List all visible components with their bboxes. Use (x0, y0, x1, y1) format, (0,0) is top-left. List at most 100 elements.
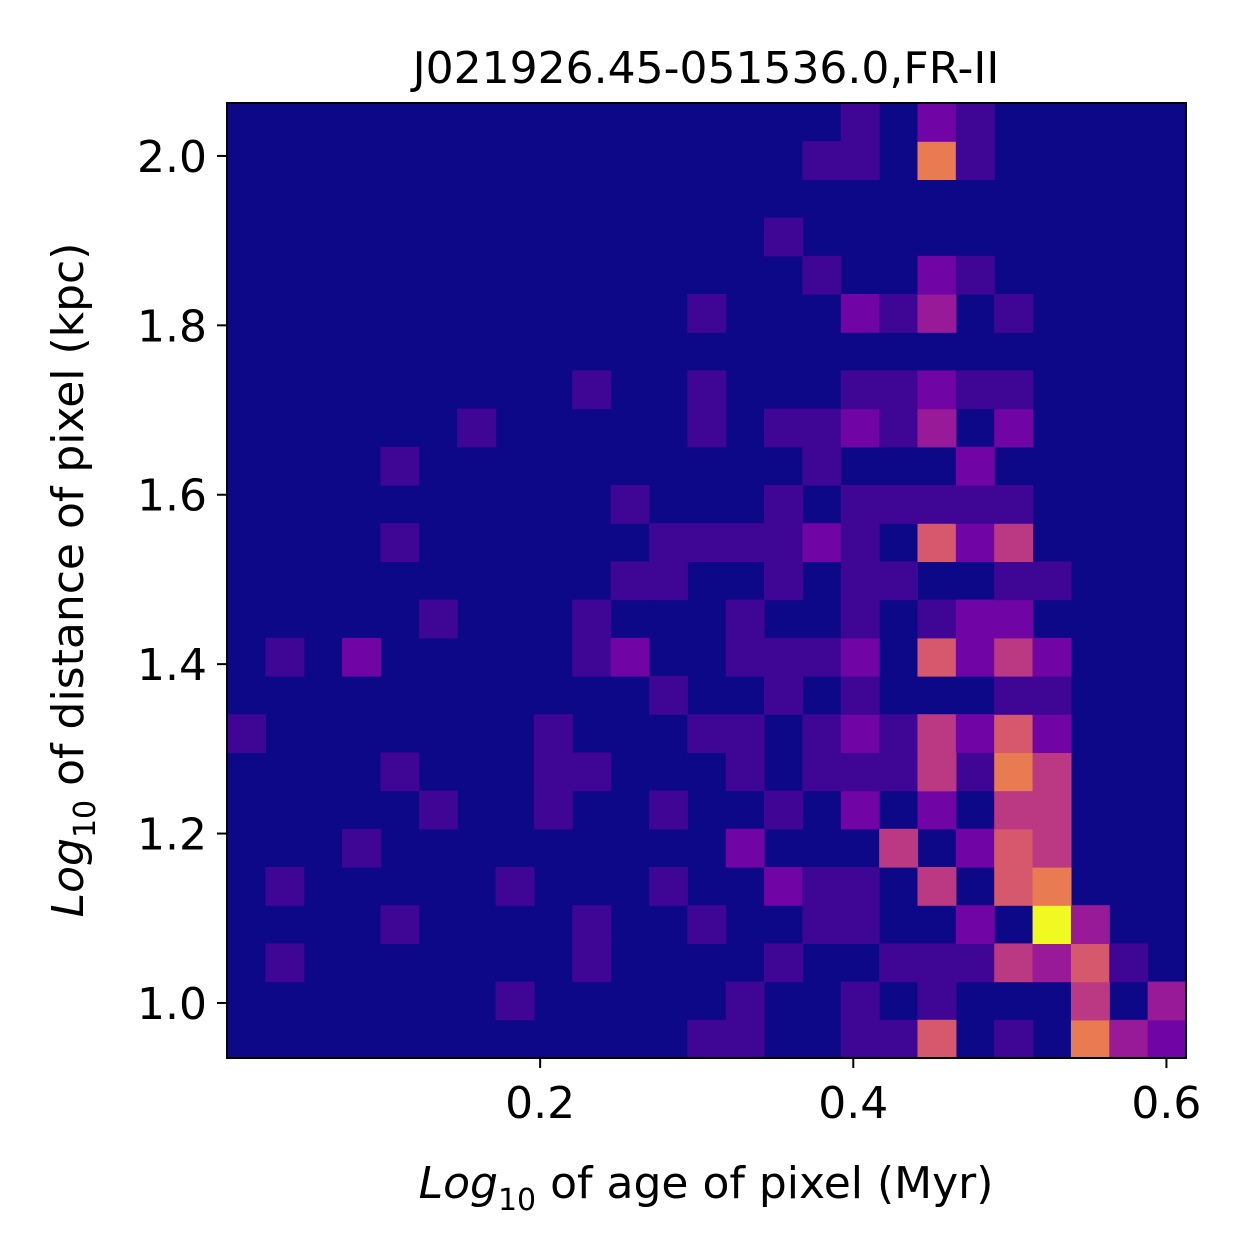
heatmap-cell (879, 294, 919, 333)
heatmap-cell (533, 714, 573, 753)
heatmap-cell (1070, 943, 1110, 983)
heatmap-cell (840, 867, 880, 906)
chart-title: J021926.45-051536.0,FR-II (410, 43, 1000, 94)
heatmap-cell (879, 1019, 919, 1059)
heatmap-cell (840, 676, 880, 715)
heatmap-cell (802, 905, 842, 944)
heatmap-cell (994, 752, 1034, 792)
heatmap-cell (533, 790, 573, 830)
y-axis-ticks: 1.0 1.2 1.4 1.6 1.8 2.0 (137, 132, 227, 1030)
heatmap-cell (725, 752, 765, 792)
heatmap-cell (572, 637, 612, 677)
heatmap-cell (840, 599, 880, 639)
heatmap-cell (917, 637, 957, 677)
heatmap-cell (955, 485, 995, 524)
heatmap-cell (840, 561, 880, 601)
heatmap-cell (994, 408, 1034, 448)
heatmap-cell (994, 370, 1034, 410)
heatmap-cell (994, 294, 1034, 333)
heatmap-cell (610, 485, 650, 524)
heatmap-cell (879, 714, 919, 753)
heatmap-cell (917, 1019, 957, 1059)
heatmap-cell (725, 981, 765, 1021)
heatmap-cell (917, 370, 957, 410)
x-tick-label: 0.6 (1131, 1078, 1201, 1129)
heatmap-cell (687, 714, 727, 753)
heatmap-cell (802, 714, 842, 753)
heatmap-cell (917, 294, 957, 333)
heatmap-cell (764, 790, 803, 830)
heatmap-cell (1032, 867, 1072, 906)
heatmap-cell (802, 255, 842, 295)
heatmap-cell (879, 752, 919, 792)
heatmap-cell (764, 408, 803, 448)
heatmap-cell (840, 294, 880, 333)
heatmap-cell (840, 637, 880, 677)
plot-frame (226, 102, 1187, 1059)
heatmap-cell (265, 943, 305, 983)
y-tick-label: 1.2 (137, 810, 207, 861)
heatmap-cell (1032, 828, 1072, 868)
heatmap-cell (687, 294, 727, 333)
heatmap-cell (495, 867, 535, 906)
heatmap-cell (227, 714, 266, 753)
heatmap-cell (457, 408, 497, 448)
heatmap-cell (802, 446, 842, 486)
heatmap-cell (994, 867, 1034, 906)
heatmap-cell (917, 141, 957, 180)
heatmap-cell (955, 141, 995, 180)
heatmap-cell (725, 599, 765, 639)
heatmap-cell (342, 637, 382, 677)
heatmap-cell (840, 408, 880, 448)
heatmap-cell (764, 943, 803, 983)
y-tick-label: 1.8 (137, 301, 207, 352)
heatmap-cell (994, 485, 1034, 524)
heatmap-cell (1032, 790, 1072, 830)
heatmap-cell (1070, 905, 1110, 944)
heatmap-cell (1032, 905, 1072, 944)
heatmap-cell (572, 905, 612, 944)
heatmap-cell (917, 523, 957, 562)
heatmap-cell (840, 981, 880, 1021)
y-axis-label: Log10 of distance of pixel (kpc) (43, 243, 103, 918)
heatmap-cell (840, 752, 880, 792)
x-tick-label: 0.2 (505, 1078, 575, 1129)
heatmap-cell (1109, 1019, 1149, 1059)
heatmap-cell (1032, 943, 1072, 983)
heatmap-cell (764, 217, 803, 257)
y-tick-label: 1.0 (137, 979, 207, 1030)
heatmap-cell (840, 790, 880, 830)
heatmap-cell (725, 1019, 765, 1059)
heatmap-cell (802, 637, 842, 677)
heatmap-cell (802, 752, 842, 792)
heatmap-cell (994, 523, 1034, 562)
heatmap-cell (1032, 752, 1072, 792)
heatmap-cell (1109, 943, 1149, 983)
heatmap-cell (380, 523, 420, 562)
heatmap-cell (764, 523, 803, 562)
heatmap-cell (917, 103, 957, 142)
y-tick-label: 1.4 (137, 640, 207, 691)
heatmap-cell (1147, 1019, 1187, 1059)
heatmap-cell (572, 943, 612, 983)
x-tick-label: 0.4 (818, 1078, 888, 1129)
heatmap-cell (994, 637, 1034, 677)
heatmap-cell (764, 676, 803, 715)
heatmap-cell (1032, 714, 1072, 753)
heatmap-cell (533, 752, 573, 792)
heatmap-cell (955, 828, 995, 868)
heatmap-cells (227, 103, 1187, 1059)
heatmap-cell (418, 599, 458, 639)
x-axis-label: Log10 of age of pixel (Myr) (419, 1158, 994, 1218)
heatmap-cell (1032, 637, 1072, 677)
heatmap-cell (265, 637, 305, 677)
heatmap-cell (994, 1019, 1034, 1059)
heatmap-cell (955, 752, 995, 792)
heatmap-cell (879, 561, 919, 601)
heatmap-cell (917, 790, 957, 830)
heatmap-cell (572, 752, 612, 792)
heatmap-cell (610, 561, 650, 601)
heatmap-cell (955, 943, 995, 983)
y-tick-label: 1.6 (137, 471, 207, 522)
